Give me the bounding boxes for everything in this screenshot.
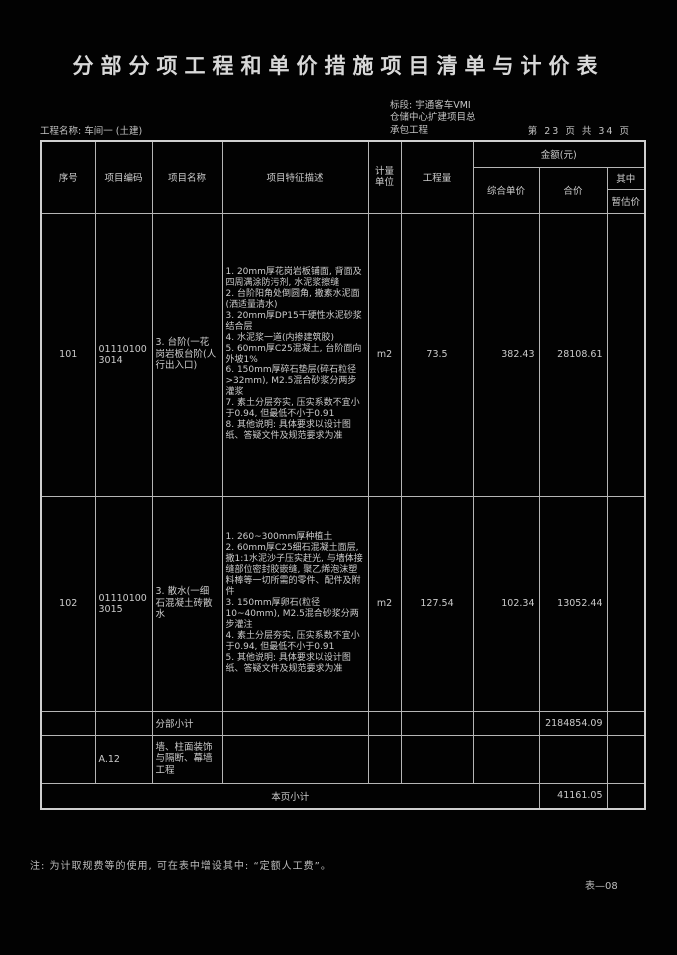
col-header-amount-group: 金额(元) <box>472 140 646 168</box>
col-header-among: 其中 <box>606 166 646 190</box>
cell-unit-price-empty <box>472 710 540 736</box>
cell-seq: 101 <box>40 212 96 497</box>
table-row-101: 101 011101003014 3. 台阶(一花岗岩板台阶(人行出入口) 1.… <box>40 212 646 497</box>
cell-code: 011101003015 <box>94 495 153 712</box>
boq-table: 序号 项目编码 项目名称 项目特征描述 计量 单位 工程量 金额(元) 综合单价… <box>40 140 647 810</box>
cell-provisional-empty <box>606 710 646 736</box>
cell-features-empty <box>221 734 369 784</box>
page-subtotal-label: 本页小计 <box>40 782 540 810</box>
cell-unit: m2 <box>367 495 402 712</box>
cell-seq-empty <box>40 710 96 736</box>
col-header-seq: 序号 <box>40 140 96 214</box>
cell-seq-empty <box>40 734 96 784</box>
cell-provisional <box>606 212 646 497</box>
cell-features: 1. 20mm厚花岗岩板铺面, 背面及四周满涂防污剂, 水泥浆擦缝 2. 台阶阳… <box>221 212 369 497</box>
section-subtotal-row: 分部小计 2184854.09 <box>40 710 646 736</box>
cell-features-empty <box>221 710 369 736</box>
cell-quantity-empty <box>400 710 474 736</box>
cell-quantity-empty <box>400 734 474 784</box>
cell-total-price: 28108.61 <box>538 212 608 497</box>
cell-total-price: 13052.44 <box>538 495 608 712</box>
page-subtotal-value: 41161.05 <box>538 782 608 810</box>
cell-unit-price: 102.34 <box>472 495 540 712</box>
col-header-features: 项目特征描述 <box>221 140 369 214</box>
page-number-info: 第 23 页 共 34 页 <box>527 126 631 137</box>
footnote: 注: 为计取规费等的使用, 可在表中增设其中: “定额人工费”。 <box>30 861 332 872</box>
next-section-name: 墙、柱面装饰与隔断、幕墙工程 <box>151 734 223 784</box>
document-meta: 工程名称: 车间一 (土建) 标段: 宇通客车VMI 仓储中心扩建项目总 承包工… <box>40 80 637 140</box>
section-subtotal-label: 分部小计 <box>151 710 223 736</box>
next-section-code: A.12 <box>94 734 153 784</box>
col-header-provisional: 暂估价 <box>606 188 646 214</box>
col-header-total-price: 合价 <box>538 166 608 214</box>
cell-unit-empty <box>367 734 402 784</box>
next-section-row: A.12 墙、柱面装饰与隔断、幕墙工程 <box>40 734 646 784</box>
cell-code: 011101003014 <box>94 212 153 497</box>
form-code-label: 表—08 <box>585 881 618 892</box>
cell-unit-empty <box>367 710 402 736</box>
col-header-name: 项目名称 <box>151 140 223 214</box>
table-row-102: 102 011101003015 3. 散水(一细石混凝土砖散水 1. 260~… <box>40 495 646 712</box>
section-line-1: 标段: 宇通客车VMI <box>390 99 471 111</box>
cell-name: 3. 散水(一细石混凝土砖散水 <box>151 495 223 712</box>
page-title: 分部分项工程和单价措施项目清单与计价表 <box>72 54 605 78</box>
page-subtotal-row: 本页小计 41161.05 <box>40 782 646 810</box>
section-subtotal-value: 2184854.09 <box>538 710 608 736</box>
section-line-3: 承包工程 <box>390 124 429 136</box>
cell-unit-price: 382.43 <box>472 212 540 497</box>
col-header-unit-price: 综合单价 <box>472 166 540 214</box>
cell-provisional-empty <box>606 782 646 810</box>
cell-provisional-empty <box>606 734 646 784</box>
section-info: 标段: 宇通客车VMI 仓储中心扩建项目总 承包工程 <box>390 100 476 137</box>
cell-quantity: 127.54 <box>400 495 474 712</box>
cell-provisional <box>606 495 646 712</box>
cell-features: 1. 260~300mm厚种植土 2. 60mm厚C25细石混凝土面层, 撒1:… <box>221 495 369 712</box>
col-header-code: 项目编码 <box>94 140 153 214</box>
cell-unit-price-empty <box>472 734 540 784</box>
cell-quantity: 73.5 <box>400 212 474 497</box>
project-name-label: 工程名称: 车间一 (土建) <box>40 126 143 137</box>
cell-unit: m2 <box>367 212 402 497</box>
section-line-2: 仓储中心扩建项目总 <box>390 112 476 124</box>
col-header-unit: 计量 单位 <box>367 140 402 214</box>
cell-name: 3. 台阶(一花岗岩板台阶(人行出入口) <box>151 212 223 497</box>
col-header-quantity: 工程量 <box>400 140 474 214</box>
cell-code-empty <box>94 710 153 736</box>
cell-total-price-empty <box>538 734 608 784</box>
cell-seq: 102 <box>40 495 96 712</box>
